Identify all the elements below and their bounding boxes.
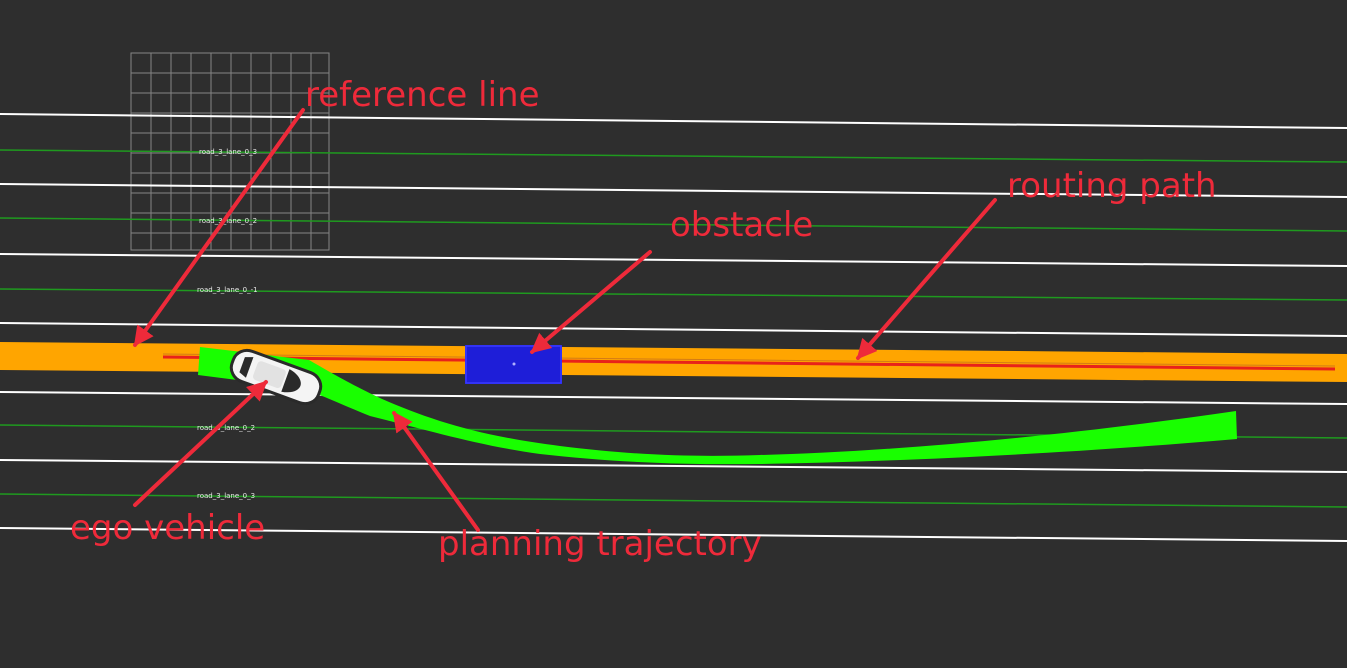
lane-id-labels: road_3_lane_0_3 road_3_lane_0_2 road_3_l…	[197, 148, 258, 500]
label-obstacle: obstacle	[670, 205, 813, 245]
arrow-obstacle	[530, 250, 652, 354]
annotation-arrows	[133, 108, 997, 532]
lane-boundary-1	[0, 113, 1347, 129]
lane-boundary-2	[0, 183, 1347, 198]
lane-boundary-6	[0, 459, 1347, 473]
lane-boundary-4	[0, 322, 1347, 337]
arrow-reference-line	[133, 108, 305, 347]
lane-boundary-7	[0, 527, 1347, 542]
label-routing-path: routing path	[1007, 166, 1217, 206]
reference-line-shadow	[162, 353, 1336, 367]
lane-id-label: road_3_lane_0_3	[197, 492, 255, 500]
lane-id-label: road_3_lane_0_2	[199, 217, 257, 225]
lane-id-label: road_3_lane_0_2	[197, 424, 255, 432]
lane-center-3	[0, 288, 1347, 301]
obstacle-box	[465, 345, 562, 384]
annotation-labels: reference line routing path obstacle ego…	[70, 75, 1217, 564]
arrow-routing-path	[856, 198, 997, 360]
arrow-ego-vehicle	[133, 380, 268, 507]
lane-center-5	[0, 493, 1347, 508]
lane-boundary-3	[0, 253, 1347, 267]
label-ego-vehicle: ego vehicle	[70, 508, 265, 548]
label-planning-trajectory: planning trajectory	[438, 524, 762, 564]
ego-vehicle	[229, 348, 323, 406]
lane-boundary-5	[0, 391, 1347, 405]
arrow-planning-trajectory	[392, 411, 480, 532]
reference-line	[162, 355, 1336, 371]
label-reference-line: reference line	[305, 75, 540, 115]
lane-boundaries	[0, 113, 1347, 542]
lane-center-1	[0, 149, 1347, 163]
lane-id-label: road_3_lane_0_3	[199, 148, 257, 156]
lane-id-label: road_3_lane_0_-1	[197, 286, 258, 294]
planning-trajectory	[198, 347, 1237, 465]
